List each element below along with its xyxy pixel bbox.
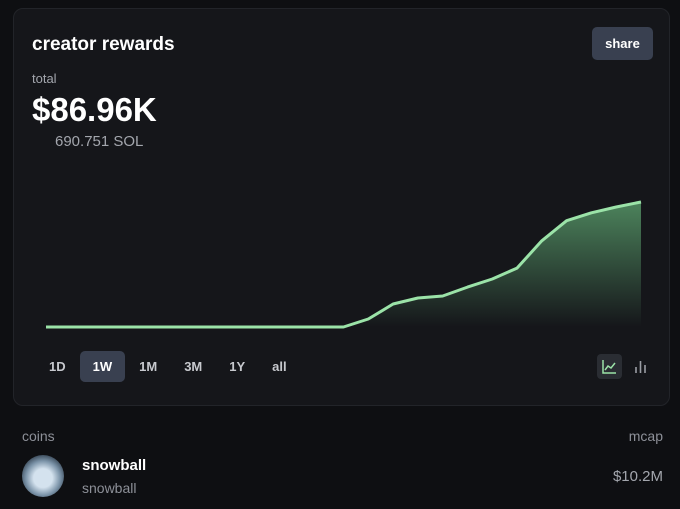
range-selector: 1D 1W 1M 3M 1Y all bbox=[36, 351, 301, 382]
range-button[interactable]: 3M bbox=[184, 359, 203, 374]
total-label: total bbox=[32, 71, 57, 86]
range-button[interactable]: 1W bbox=[79, 351, 126, 382]
coin-ticker: snowball bbox=[82, 480, 137, 496]
share-button[interactable]: share bbox=[592, 27, 653, 60]
line bbox=[46, 200, 642, 329]
total-amount: $86.96K bbox=[32, 91, 157, 128]
chart bbox=[46, 200, 642, 329]
coin-mcap: $10.2M bbox=[612, 468, 663, 485]
coins-header: coins bbox=[22, 428, 55, 444]
coin-icon bbox=[22, 455, 64, 497]
card-title: creator rewards bbox=[32, 34, 175, 55]
range-button[interactable]: 1D bbox=[49, 359, 66, 374]
bar-chart-button[interactable] bbox=[628, 354, 653, 379]
rewards-card: creator rewards share total $86.96K 690.… bbox=[13, 8, 670, 406]
coin-name[interactable]: snowball bbox=[82, 457, 147, 474]
range-button[interactable]: 1M bbox=[139, 359, 158, 374]
range-button[interactable]: 1Y bbox=[229, 359, 246, 374]
mcap-header: mcap bbox=[628, 428, 663, 444]
chart-type-toggle bbox=[597, 354, 653, 379]
range-button[interactable]: all bbox=[272, 359, 287, 374]
line-chart-button[interactable] bbox=[597, 354, 622, 379]
total-sol: 690.751 SOL bbox=[55, 133, 144, 150]
area bbox=[46, 202, 641, 327]
